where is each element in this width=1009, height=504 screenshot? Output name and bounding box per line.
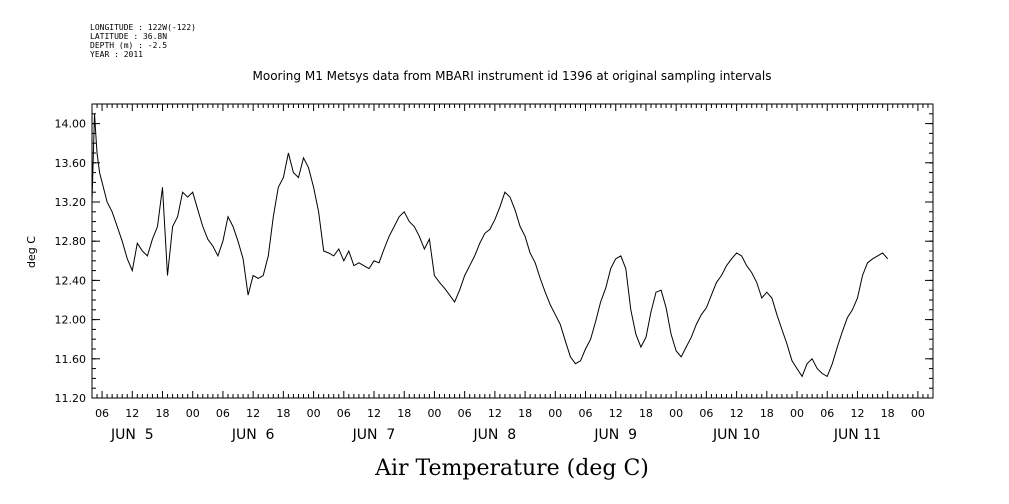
x-tick-label: 00 bbox=[307, 407, 321, 420]
x-tick-label: 18 bbox=[518, 407, 532, 420]
metadata-block: LONGITUDE : 122W(-122) LATITUDE : 36.8N … bbox=[90, 23, 196, 59]
x-axis: 06 12 18 00 06 12 18 00 06 12 18 00 06 12 18 00 06 12 18 00… bbox=[91, 104, 934, 443]
x-tick-label: 06 bbox=[337, 407, 351, 420]
y-tick-label: 14.00 bbox=[55, 118, 87, 131]
y-tick-label: 12.40 bbox=[55, 274, 87, 287]
x-day-label: JUN 11 bbox=[833, 427, 881, 443]
x-day-label: JUN 10 bbox=[712, 427, 760, 443]
y-tick-label: 12.00 bbox=[55, 314, 87, 327]
x-tick-label: 06 bbox=[95, 407, 109, 420]
x-tick-label: 12 bbox=[246, 407, 260, 420]
y-tick-label: 13.20 bbox=[55, 196, 87, 209]
y-tick-label: 12.80 bbox=[55, 235, 87, 248]
year-text: YEAR : 2011 bbox=[90, 50, 143, 59]
x-tick-label: 00 bbox=[669, 407, 683, 420]
longitude-text: LONGITUDE : 122W(-122) bbox=[90, 23, 196, 32]
x-tick-label: 12 bbox=[488, 407, 502, 420]
depth-text: DEPTH (m) : -2.5 bbox=[90, 41, 167, 50]
x-tick-label: 12 bbox=[730, 407, 744, 420]
x-tick-label: 06 bbox=[820, 407, 834, 420]
x-tick-label: 18 bbox=[881, 407, 895, 420]
x-tick-label: 18 bbox=[760, 407, 774, 420]
x-tick-label: 18 bbox=[397, 407, 411, 420]
plot-frame bbox=[91, 103, 934, 399]
y-tick-label: 11.60 bbox=[55, 353, 87, 366]
x-tick-label: 00 bbox=[186, 407, 200, 420]
x-day-label: JUN 5 bbox=[110, 427, 154, 443]
x-tick-label: 12 bbox=[125, 407, 139, 420]
y-axis: 11.20 11.60 12.00 12.40 12.80 13.20 13.60 14.00 bbox=[55, 103, 933, 405]
chart-title: Mooring M1 Metsys data from MBARI instru… bbox=[253, 69, 772, 83]
x-tick-label: 00 bbox=[548, 407, 562, 420]
y-tick-label: 13.60 bbox=[55, 157, 87, 170]
x-tick-label: 18 bbox=[156, 407, 170, 420]
latitude-text: LATITUDE : 36.8N bbox=[90, 32, 167, 41]
x-tick-label: 12 bbox=[367, 407, 381, 420]
x-tick-label: 06 bbox=[458, 407, 472, 420]
x-day-label: JUN 7 bbox=[352, 427, 396, 443]
x-day-label: JUN 6 bbox=[231, 427, 275, 443]
series-line-air-temperature bbox=[91, 113, 889, 378]
x-tick-label: 06 bbox=[699, 407, 713, 420]
x-tick-label: 06 bbox=[216, 407, 230, 420]
x-tick-label: 12 bbox=[609, 407, 623, 420]
x-axis-label: Air Temperature (deg C) bbox=[374, 456, 649, 481]
x-tick-label: 18 bbox=[639, 407, 653, 420]
x-tick-label: 12 bbox=[850, 407, 864, 420]
x-tick-label: 00 bbox=[790, 407, 804, 420]
x-tick-label: 00 bbox=[911, 407, 925, 420]
y-axis-label: deg C bbox=[25, 236, 38, 268]
x-tick-label: 18 bbox=[276, 407, 290, 420]
x-tick-label: 00 bbox=[427, 407, 441, 420]
x-day-label: JUN 8 bbox=[473, 427, 517, 443]
y-tick-label: 11.20 bbox=[55, 392, 87, 405]
x-day-label: JUN 9 bbox=[593, 427, 637, 443]
x-tick-label: 06 bbox=[579, 407, 593, 420]
